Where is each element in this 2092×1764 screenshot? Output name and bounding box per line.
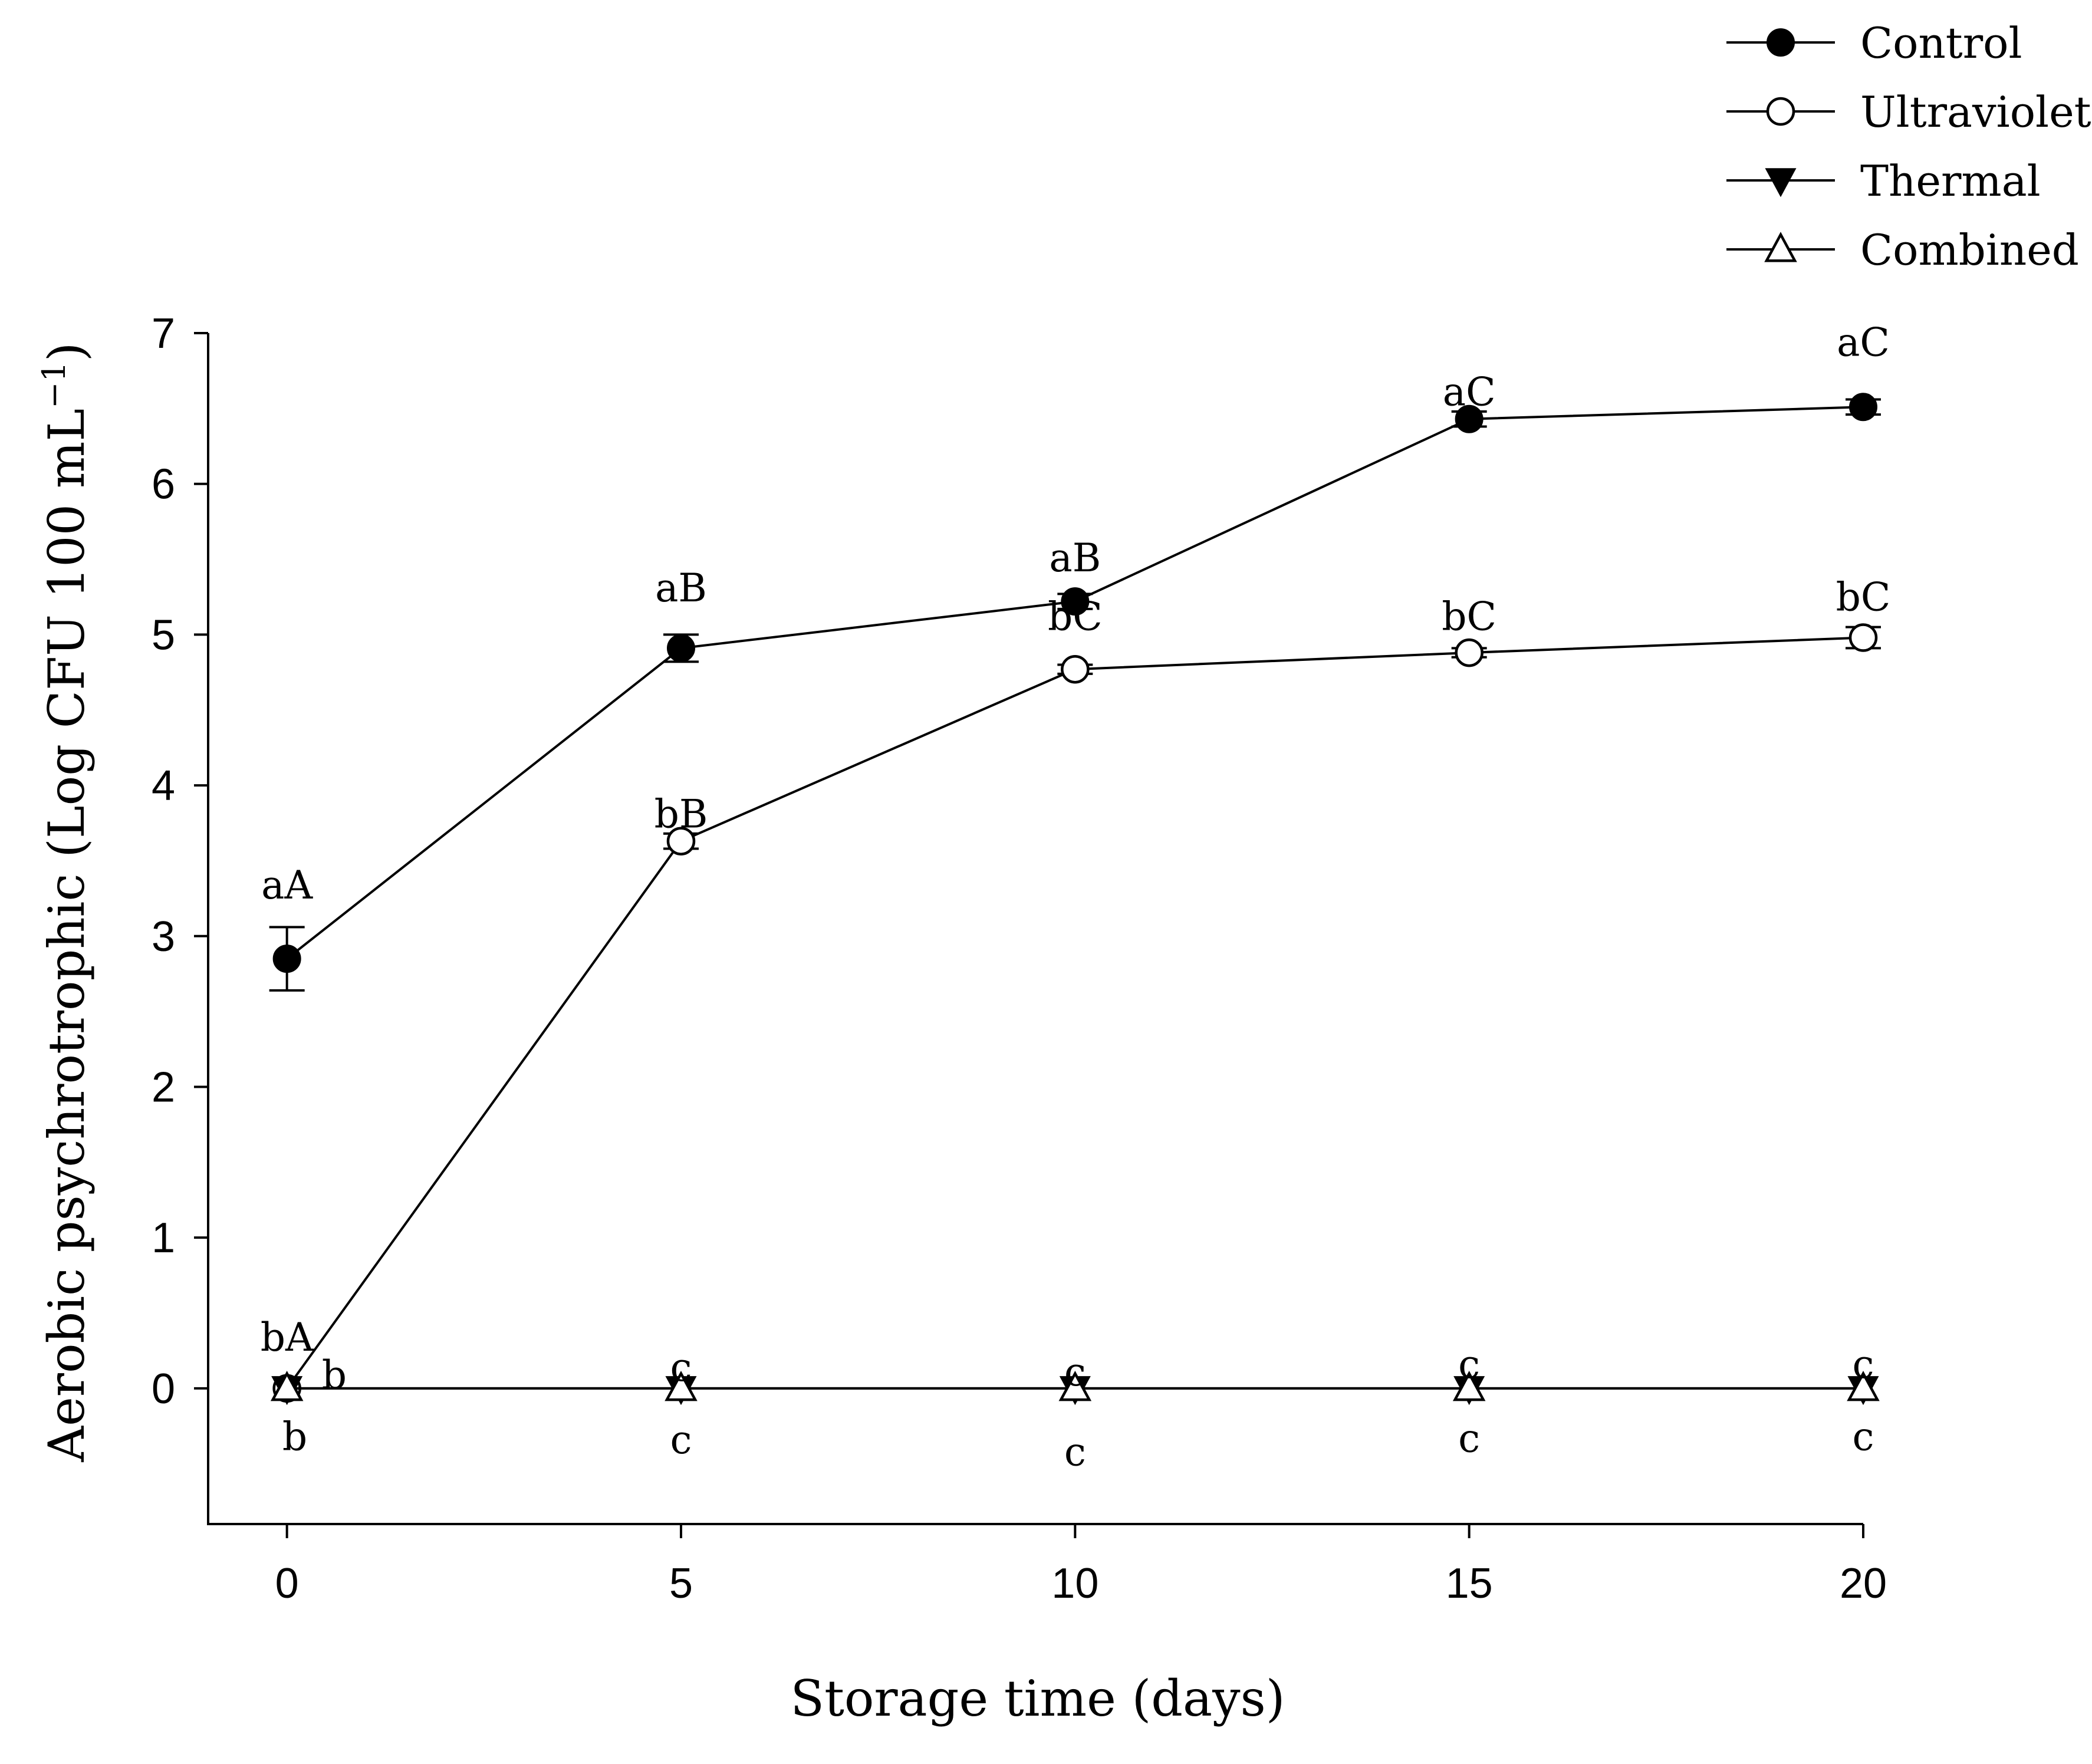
y-tick-label: 7 (152, 310, 175, 357)
y-tick-label: 3 (152, 913, 175, 960)
data-point-control (272, 944, 301, 973)
data-point-ultraviolet (1061, 654, 1090, 684)
significance-label: bC (1048, 594, 1103, 640)
significance-label: c (1458, 1342, 1480, 1387)
legend-label: Control (1860, 18, 2022, 68)
legend-marker (1764, 232, 1797, 262)
significance-label: c (670, 1417, 692, 1463)
axes: 0 1 2 3 4 5 6 7 0 5 10 15 20 (152, 310, 1887, 1607)
legend-label: Thermal (1860, 156, 2041, 206)
significance-label: aB (1049, 535, 1101, 581)
series-control (269, 393, 1881, 992)
x-tick-label: 10 (1051, 1560, 1098, 1607)
x-ticks: 0 5 10 15 20 (275, 1524, 1887, 1607)
x-tick-label: 20 (1840, 1560, 1887, 1607)
legend: Control Ultraviolet Thermal Combined (1726, 18, 2091, 275)
data-point-control (1455, 404, 1484, 433)
x-tick-label: 15 (1446, 1560, 1493, 1607)
legend-marker (1765, 168, 1797, 198)
data-point-control (1849, 393, 1877, 422)
significance-label: aA (261, 863, 313, 908)
y-ticks: 0 1 2 3 4 5 6 7 (152, 310, 208, 1413)
significance-label: c (1064, 1350, 1086, 1395)
significance-label: c (1064, 1429, 1086, 1475)
data-point-combined (1847, 1370, 1880, 1401)
data-point-combined (1452, 1370, 1486, 1401)
significance-label: aC (1837, 320, 1890, 365)
y-tick-label: 6 (152, 461, 175, 508)
significance-label: c (1458, 1416, 1480, 1461)
significance-label: bA (261, 1315, 314, 1360)
legend-marker (1767, 28, 1795, 57)
y-tick-label: 5 (152, 611, 175, 659)
significance-label: b (322, 1352, 347, 1398)
data-point-control (1061, 587, 1090, 616)
y-axis-label-close: ) (38, 342, 96, 361)
y-axis-label-superscript: −1 (35, 361, 73, 409)
significance-label: aC (1443, 370, 1496, 415)
legend-item-thermal: Thermal (1726, 156, 2041, 206)
y-tick-label: 2 (152, 1064, 175, 1111)
data-point-combined (665, 1370, 698, 1401)
legend-item-ultraviolet: Ultraviolet (1726, 87, 2091, 137)
data-point-combined (1058, 1370, 1092, 1401)
y-axis-label: Aerobic psychrotrophic (Log CFU 100 mL−1… (35, 342, 96, 1462)
significance-label: c (1853, 1342, 1874, 1387)
y-tick-label: 4 (152, 762, 175, 809)
data-point-ultraviolet (1455, 638, 1484, 667)
legend-item-combined: Combined (1726, 225, 2079, 275)
significance-label: b (282, 1414, 307, 1460)
series-layer (269, 393, 1881, 1406)
legend-label: Ultraviolet (1860, 87, 2091, 137)
significance-label: c (670, 1345, 692, 1390)
legend-label: Combined (1860, 225, 2079, 275)
significance-label: bB (654, 792, 708, 837)
significance-label: bC (1836, 574, 1891, 620)
y-tick-label: 0 (152, 1365, 175, 1413)
data-point-control (667, 634, 695, 663)
y-axis-label-main: Aerobic psychrotrophic (Log CFU 100 mL (38, 409, 96, 1463)
significance-label: c (1853, 1414, 1874, 1460)
data-point-ultraviolet (666, 827, 696, 855)
data-point-ultraviolet (1848, 623, 1878, 652)
x-tick-label: 5 (669, 1560, 693, 1607)
x-tick-label: 0 (275, 1560, 299, 1607)
data-point-combined (270, 1370, 304, 1401)
significance-label: bC (1442, 594, 1496, 640)
series-combined (270, 1370, 1880, 1401)
x-axis-label: Storage time (days) (791, 1670, 1285, 1727)
y-tick-label: 1 (152, 1215, 175, 1262)
significance-label: aB (655, 565, 707, 611)
legend-marker (1766, 97, 1795, 126)
legend-item-control: Control (1726, 18, 2022, 68)
